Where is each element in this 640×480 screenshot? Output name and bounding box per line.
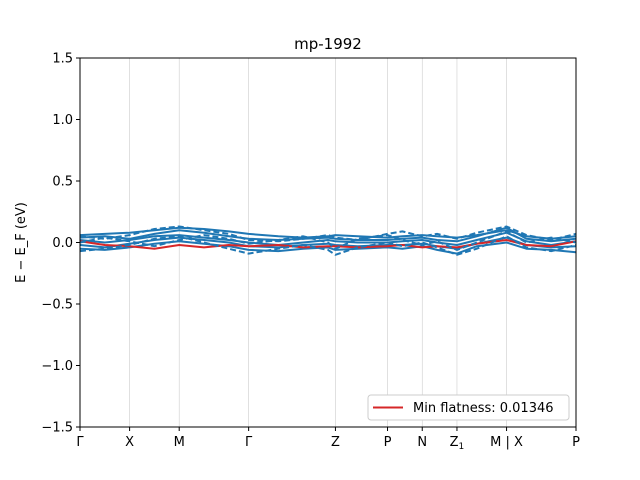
- y-tick-label: −0.5: [41, 298, 73, 313]
- x-tick-label: M: [174, 435, 185, 450]
- legend: Min flatness: 0.01346: [367, 394, 570, 421]
- y-tick-label: 1.0: [52, 113, 73, 128]
- band-line-9: [79, 230, 577, 251]
- band-line-3: [79, 231, 577, 246]
- x-tick-label: Z: [331, 435, 340, 450]
- x-tick-label: Γ: [245, 435, 253, 450]
- x-tick-label: P: [384, 435, 392, 450]
- legend-label: Min flatness: 0.01346: [413, 401, 554, 416]
- y-tick-label: 0.0: [52, 236, 73, 251]
- y-tick-label: −1.5: [41, 421, 73, 436]
- x-tick-label: Γ: [76, 435, 84, 450]
- y-tick-label: −1.0: [41, 359, 73, 374]
- band-line-6: [79, 239, 577, 250]
- y-tick-label: 0.5: [52, 175, 73, 190]
- chart-title: mp-1992: [294, 35, 362, 53]
- x-tick-label: P: [572, 435, 580, 450]
- x-tick-label: M | X: [490, 435, 523, 450]
- band-line-7: [79, 225, 577, 243]
- legend-box: [367, 394, 570, 421]
- band-line-2: [79, 226, 577, 243]
- x-tick-label: N: [417, 435, 427, 450]
- band-line-8: [79, 235, 577, 256]
- y-tick-label: 1.5: [52, 52, 73, 67]
- y-axis-label: E − E_F (eV): [14, 202, 29, 283]
- x-tick-label: X: [125, 435, 134, 450]
